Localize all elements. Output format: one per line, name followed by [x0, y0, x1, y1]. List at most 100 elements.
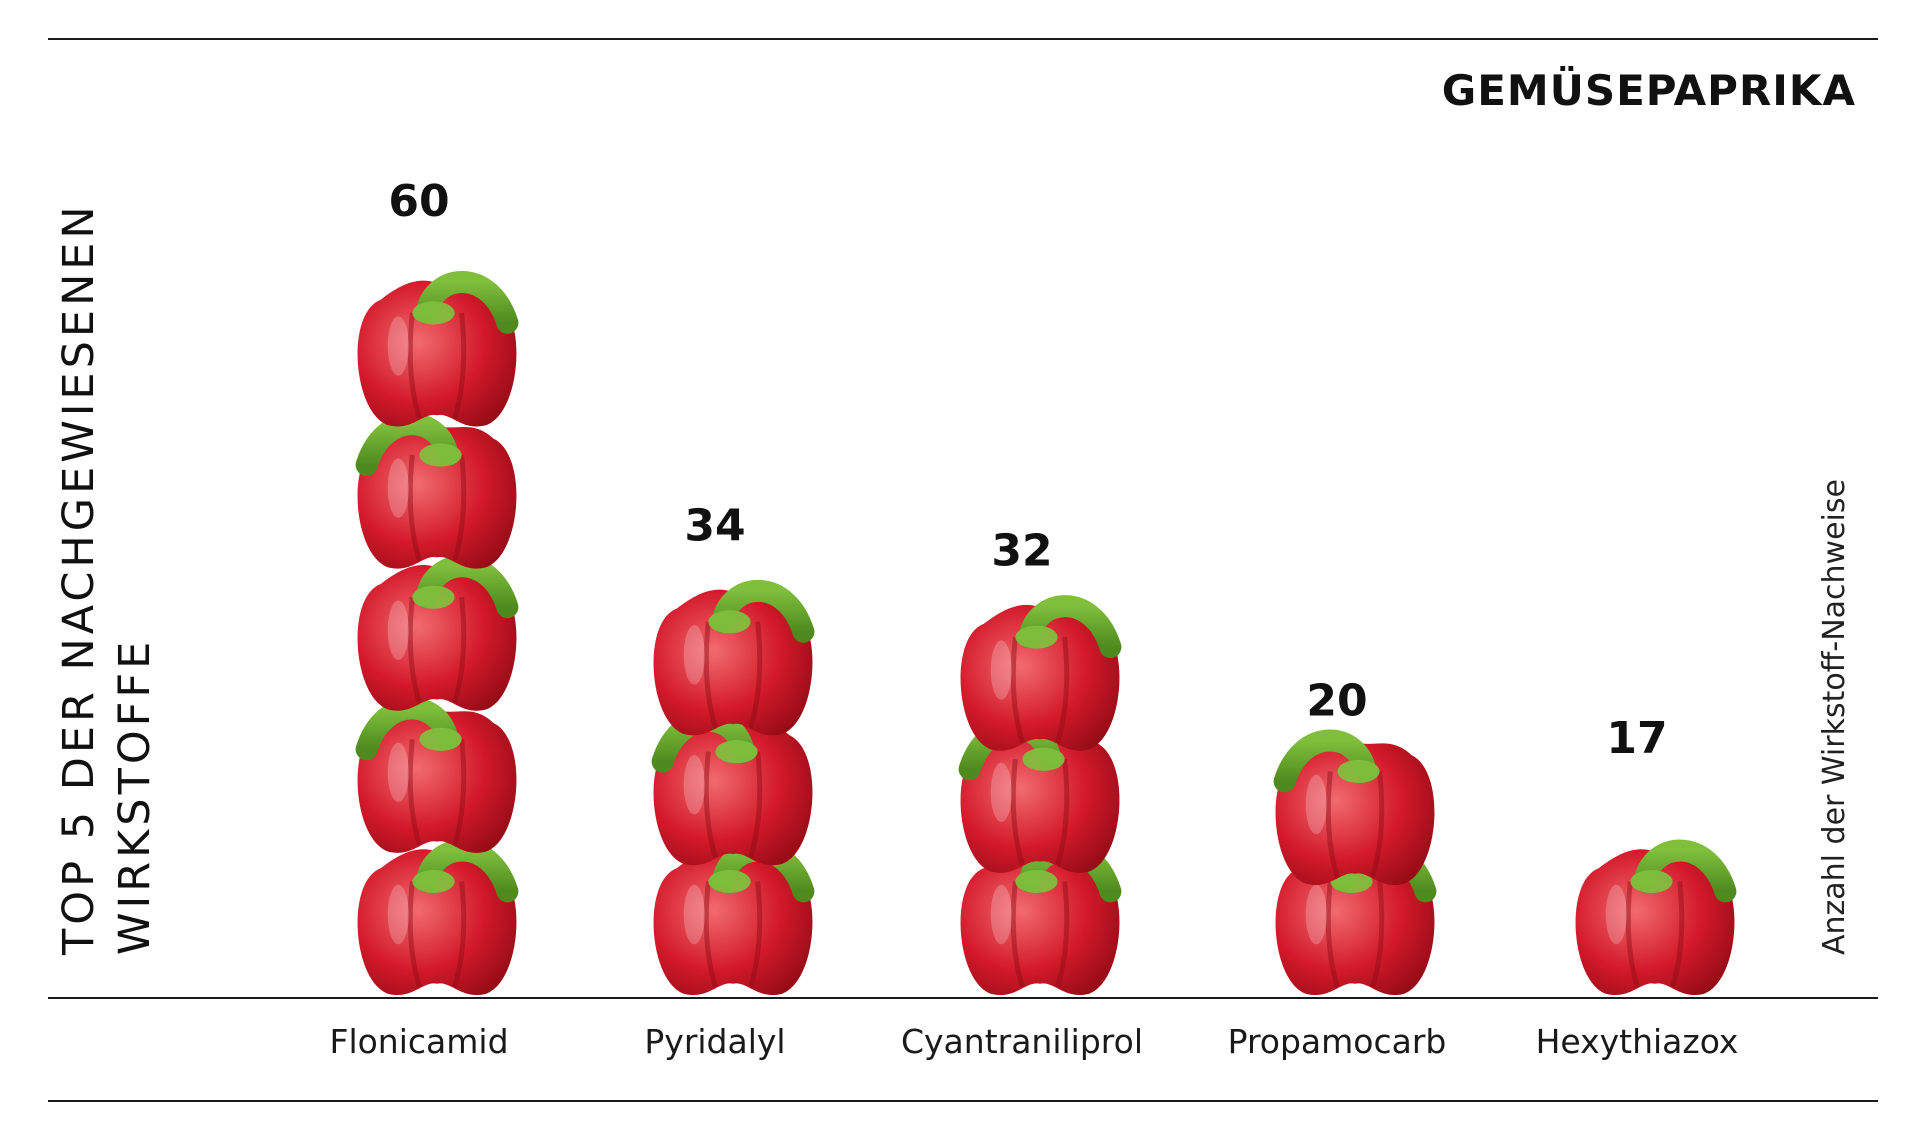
- category-labels: Flonicamid Pyridalyl Cyantraniliprol Propam…: [329, 1022, 1738, 1061]
- pepper-icon: [357, 271, 519, 427]
- pepper-lobe-line: [1370, 881, 1385, 988]
- pepper-body: [1275, 849, 1435, 996]
- pepper-body: [653, 719, 813, 866]
- pepper-shine: [387, 884, 409, 945]
- pepper-icon: [960, 595, 1122, 751]
- baseline-rule: [48, 997, 1878, 999]
- pepper-lobe-line: [1055, 881, 1070, 988]
- pepper-shine: [387, 600, 409, 660]
- pepper-body: [653, 849, 813, 996]
- pepper-calyx: [419, 727, 462, 751]
- pepper-calyx: [708, 610, 751, 634]
- pepper-icon: [653, 839, 815, 996]
- pepper-body: [357, 564, 517, 711]
- pepper-calyx: [412, 585, 455, 609]
- pepper-lobe-line: [1370, 771, 1385, 878]
- pepper-lobe-line: [703, 621, 718, 729]
- pepper-calyx: [715, 740, 758, 764]
- top-rule: [48, 38, 1878, 40]
- pepper-icon: [1273, 729, 1435, 886]
- bar: [1575, 839, 1737, 996]
- pepper-body: [357, 422, 517, 569]
- pepper-stem: [415, 555, 519, 619]
- pepper-lobe-line: [407, 739, 422, 846]
- pepper-shine: [387, 742, 409, 803]
- value-label: 20: [1306, 675, 1367, 726]
- pepper-shine: [990, 640, 1012, 700]
- pepper-stem: [1633, 839, 1737, 903]
- pepper-icon: [357, 555, 519, 711]
- bar: [1273, 729, 1437, 996]
- value-labels: 60 34 32 20 17: [388, 176, 1667, 764]
- pepper-lobe-line: [1325, 881, 1340, 988]
- bar: [651, 580, 815, 996]
- value-label: 17: [1606, 713, 1667, 764]
- pepper-shine: [1305, 774, 1327, 835]
- pepper-icon: [355, 697, 517, 853]
- pepper-shine: [683, 625, 705, 685]
- pepper-body: [357, 280, 517, 427]
- pepper-calyx: [412, 301, 455, 325]
- category-label: Pyridalyl: [644, 1022, 785, 1061]
- pepper-lobe-line: [1055, 759, 1070, 866]
- bottom-rule: [48, 1100, 1878, 1102]
- pepper-body: [960, 727, 1120, 873]
- pepper-icon: [1575, 839, 1737, 996]
- pepper-calyx: [708, 869, 751, 894]
- pepper-calyx: [1015, 625, 1058, 649]
- pepper-calyx: [419, 443, 462, 467]
- pepper-shine: [683, 884, 705, 945]
- category-label: Propamocarb: [1228, 1022, 1447, 1061]
- pepper-stem: [355, 413, 459, 476]
- pepper-calyx: [1015, 869, 1058, 894]
- pepper-shine: [1605, 884, 1627, 945]
- pepper-lobe-line: [1010, 636, 1025, 744]
- pepper-lobe-line: [407, 312, 422, 420]
- pepper-lobe-line: [452, 454, 467, 562]
- pepper-lobe-line: [748, 621, 763, 729]
- pepper-stem: [415, 839, 519, 903]
- pepper-lobe-line: [452, 596, 467, 704]
- pepper-lobe-line: [703, 751, 718, 859]
- pepper-shine: [683, 754, 705, 815]
- pepper-lobe-line: [452, 312, 467, 420]
- pepper-icon: [653, 580, 815, 736]
- pepper-lobe-line: [1010, 881, 1025, 988]
- bar: [355, 271, 519, 996]
- pepper-icon: [357, 839, 519, 996]
- pepper-shine: [387, 316, 409, 376]
- pepper-icon: [958, 717, 1120, 873]
- pepper-lobe-line: [748, 881, 763, 988]
- pepper-lobe-line: [407, 881, 422, 988]
- bar: [958, 595, 1122, 996]
- pepper-shine: [1305, 884, 1327, 945]
- chart-title: GEMÜSEPAPRIKA: [1441, 66, 1856, 115]
- pepper-body: [1275, 739, 1435, 886]
- pepper-lobe-line: [748, 751, 763, 859]
- pepper-calyx: [1022, 747, 1065, 771]
- pepper-lobe-line: [1325, 771, 1340, 878]
- pepper-calyx: [1630, 869, 1673, 894]
- category-label: Cyantraniliprol: [901, 1022, 1143, 1061]
- pepper-stem: [1018, 595, 1122, 659]
- pepper-stem: [355, 697, 459, 761]
- pepper-lobe-line: [407, 454, 422, 562]
- pepper-stem: [711, 580, 815, 643]
- bars: [355, 271, 1737, 996]
- pepper-stem: [1273, 729, 1377, 793]
- pepper-icon: [355, 413, 517, 569]
- pepper-lobe-line: [1010, 759, 1025, 866]
- pepper-lobe-line: [1670, 881, 1685, 988]
- pepper-body: [357, 707, 517, 853]
- pepper-lobe-line: [1055, 636, 1070, 744]
- pepper-icon: [651, 709, 813, 866]
- pepper-shine: [387, 458, 409, 518]
- pepper-body: [653, 589, 813, 736]
- pepper-lobe-line: [1625, 881, 1640, 988]
- pepper-body: [960, 849, 1120, 996]
- pepper-lobe-line: [452, 739, 467, 846]
- category-label: Hexythiazox: [1536, 1022, 1739, 1061]
- value-label: 34: [684, 501, 745, 552]
